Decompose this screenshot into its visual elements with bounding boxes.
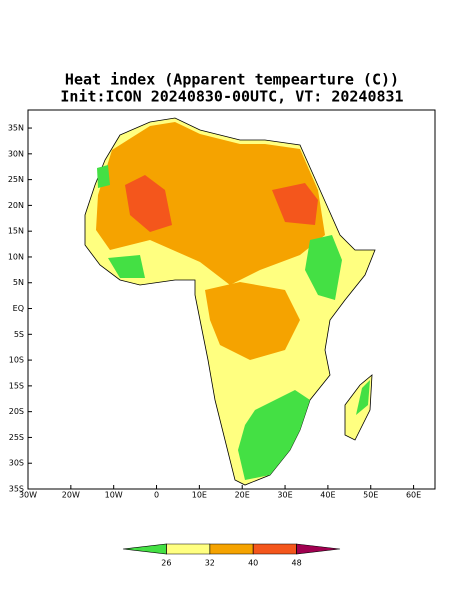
x-tick-label: 30W (19, 491, 37, 500)
colorbar-label: 26 (161, 559, 171, 568)
heat-zone (96, 122, 325, 285)
y-tick-label: EQ (13, 304, 24, 313)
heat-zone (272, 183, 318, 225)
x-tick-label: 50E (363, 491, 378, 500)
x-tick-label: 0 (154, 491, 159, 500)
y-tick-label: 10N (8, 252, 24, 261)
colorbar-label: 48 (292, 559, 302, 568)
heat-zone (356, 380, 370, 415)
heat-zone (97, 165, 110, 188)
y-tick-label: 15N (8, 227, 24, 236)
colorbar-label: 40 (248, 559, 258, 568)
x-tick-label: 20W (62, 491, 80, 500)
colorbar-segment (252, 543, 297, 555)
x-tick-label: 40E (320, 491, 335, 500)
map-area (84, 117, 376, 486)
y-tick-label: 10S (9, 356, 24, 365)
title-line: Heat index (Apparent tempearture (C)) (65, 71, 399, 89)
title-line: Init:ICON 20240830-00UTC, VT: 20240831 (60, 88, 403, 106)
y-tick-label: 5N (13, 278, 24, 287)
heat-zone (125, 175, 172, 232)
heat-zone (238, 390, 310, 480)
y-tick-label: 30S (9, 459, 24, 468)
y-tick-label: 25S (9, 433, 24, 442)
colorbar-segment (296, 543, 341, 555)
heat-zone (205, 282, 300, 360)
colorbar-segment (209, 543, 254, 555)
colorbar-segment (122, 543, 167, 555)
y-tick-label: 5S (14, 330, 24, 339)
heat-zone (305, 235, 342, 300)
x-tick-label: 30E (277, 491, 292, 500)
y-tick-label: 20N (8, 201, 24, 210)
y-tick-label: 35N (8, 124, 24, 133)
colorbar-label: 32 (205, 559, 215, 568)
colorbar-segment (166, 543, 211, 555)
y-tick-label: 15S (9, 381, 24, 390)
y-tick-label: 25N (8, 175, 24, 184)
y-tick-label: 35S (9, 485, 24, 494)
map-frame (27, 109, 436, 490)
heat-zone (108, 255, 145, 278)
y-tick-label: 20S (9, 407, 24, 416)
x-tick-label: 10E (192, 491, 207, 500)
y-tick-label: 30N (8, 149, 24, 158)
x-tick-label: 10W (105, 491, 123, 500)
x-tick-label: 20E (235, 491, 250, 500)
x-tick-label: 60E (406, 491, 421, 500)
